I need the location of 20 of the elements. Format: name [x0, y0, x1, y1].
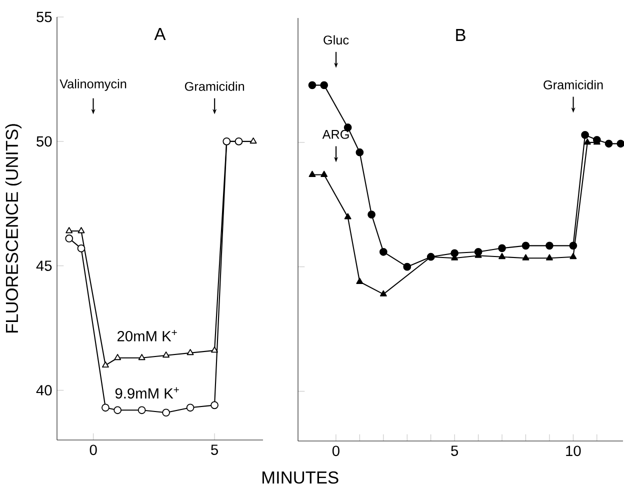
y-tick-label: 50: [36, 136, 52, 147]
x-tick-label: 0: [332, 446, 340, 456]
x-tick-label: 10: [566, 446, 581, 456]
annotation: Gramicidin: [184, 82, 244, 91]
series-label: 20mM K$^{+}$: [117, 330, 177, 342]
series-label: 9.9mM K$^{+}$: [115, 387, 179, 399]
x-axis-title: MINUTES: [262, 471, 338, 484]
y-tick-label: 55: [36, 12, 52, 22]
annotation: Gramicidin: [544, 80, 603, 90]
annotation: Valinomycin: [60, 79, 126, 91]
annotation: Gluc: [324, 35, 349, 45]
x-tick-label: 5: [211, 444, 218, 455]
annotation: A: [154, 28, 166, 40]
x-tick-label: 5: [451, 446, 458, 456]
y-tick-label: 40: [36, 385, 52, 396]
y-tick-label: 45: [36, 260, 52, 271]
y-axis-title: FLUORESCENCE (UNITS): [5, 124, 22, 333]
annotation: B: [456, 29, 466, 41]
x-tick-label: 0: [90, 444, 97, 456]
annotation: ARG: [322, 130, 349, 139]
